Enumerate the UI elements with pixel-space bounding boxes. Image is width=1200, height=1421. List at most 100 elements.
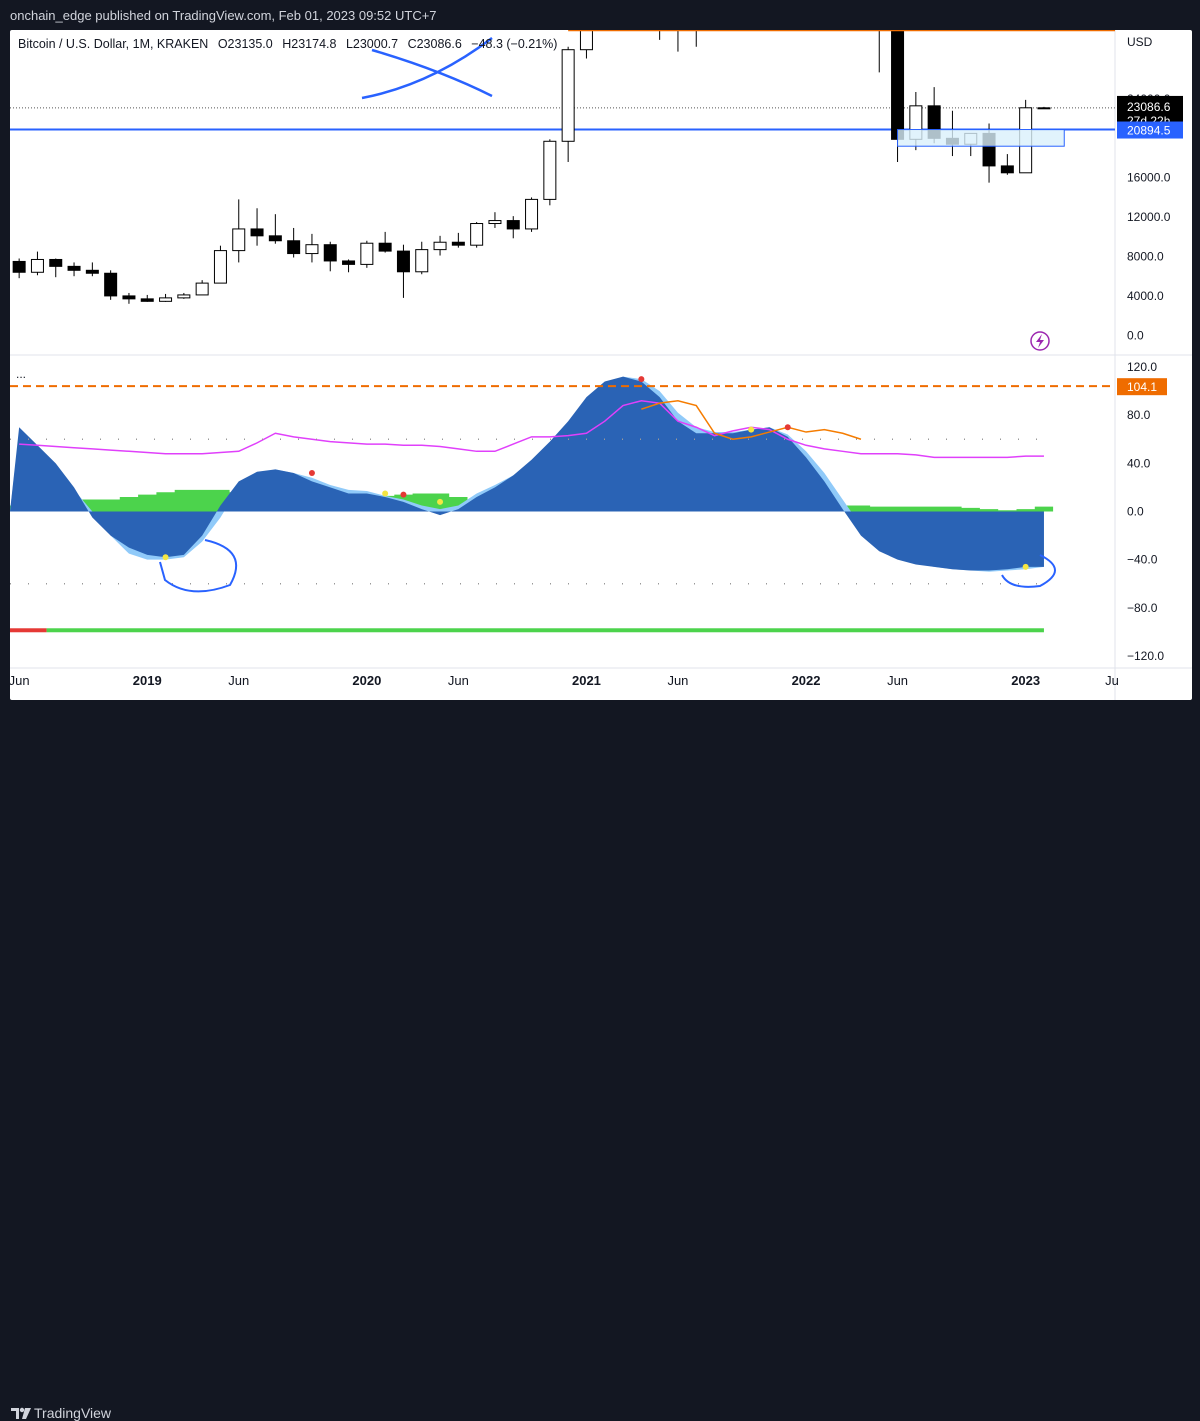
osc-level-label: 104.1 — [1127, 380, 1157, 394]
osc-tick-label: −40.0 — [1127, 553, 1158, 567]
hand-drawn-circle[interactable] — [1001, 554, 1056, 588]
candle-body-down — [1000, 165, 1014, 174]
high-value: H23174.8 — [282, 37, 336, 51]
candle-body-down — [49, 258, 63, 267]
bottom-bar-red — [10, 628, 47, 633]
open-value: O23135.0 — [218, 37, 273, 51]
price-tick-label: 12000.0 — [1127, 210, 1171, 224]
candle-body-down — [891, 30, 905, 140]
candle — [470, 222, 484, 248]
candle-body-down — [396, 250, 410, 273]
candle-body-up — [543, 140, 557, 200]
tradingview-logo-icon — [11, 1407, 31, 1419]
change-value: −48.3 (−0.21%) — [471, 37, 557, 51]
candle-body-up — [470, 223, 484, 246]
candle — [122, 292, 136, 304]
candle — [451, 232, 465, 248]
candle-body-down — [250, 228, 264, 237]
candle — [1037, 106, 1051, 110]
candle-body-down — [342, 260, 356, 265]
candle — [287, 227, 301, 258]
time-tick-label: Jun — [10, 673, 30, 688]
candle-body-down — [287, 240, 301, 255]
time-tick-label: 2021 — [572, 673, 601, 688]
price-tick-label: 16000.0 — [1127, 171, 1171, 185]
time-tick-label: 2022 — [792, 673, 821, 688]
magenta-line — [19, 399, 1044, 459]
price-tick-label: 4000.0 — [1127, 289, 1164, 303]
signal-dot — [400, 491, 407, 498]
signal-dot — [748, 426, 755, 433]
hline-price-label: 20894.5 — [1127, 124, 1171, 138]
osc-tick-label: 0.0 — [1127, 505, 1144, 519]
candle — [360, 240, 374, 268]
candle — [305, 233, 319, 263]
candle — [104, 270, 118, 300]
candle — [579, 30, 593, 59]
time-tick-label: Jun — [448, 673, 469, 688]
candle-body-down — [1037, 107, 1051, 110]
candle-body-down — [268, 235, 282, 242]
candle-body-down — [85, 269, 99, 274]
time-tick-label: Jun — [887, 673, 908, 688]
candle — [342, 259, 356, 273]
symbol-name: Bitcoin / U.S. Dollar, 1M, KRAKEN — [18, 37, 208, 51]
candle-body-down — [12, 260, 26, 273]
time-tick-label: 2023 — [1011, 673, 1040, 688]
low-value: L23000.7 — [346, 37, 398, 51]
candle — [323, 241, 337, 272]
publisher-text: onchain_edge published on TradingView.co… — [10, 8, 437, 23]
signal-dot — [308, 469, 315, 476]
candle — [67, 262, 81, 277]
bottom-bar-green — [46, 628, 1044, 633]
candle-body-up — [579, 30, 593, 51]
candle — [30, 251, 44, 276]
indicator-menu-dots[interactable]: ... — [16, 367, 26, 381]
candle-body-up — [177, 294, 191, 299]
candle-body-up — [305, 244, 319, 255]
oscillator-pane — [10, 376, 1115, 633]
time-tick-label: Ju — [1105, 673, 1119, 688]
rectangle-drawing[interactable] — [897, 129, 1065, 147]
candle-body-down — [378, 242, 392, 252]
axes: 0.04000.08000.012000.016000.024000.02308… — [10, 92, 1183, 688]
candle — [561, 46, 575, 162]
osc-tick-label: −80.0 — [1127, 601, 1158, 615]
chart-panel[interactable]: 0.04000.08000.012000.016000.024000.02308… — [10, 30, 1192, 700]
drawings[interactable] — [159, 30, 1115, 593]
chart-canvas[interactable]: 0.04000.08000.012000.016000.024000.02308… — [10, 30, 1192, 700]
x-mark-drawing[interactable] — [361, 37, 493, 100]
hand-drawn-circle[interactable] — [159, 539, 238, 593]
candle — [695, 30, 697, 47]
candle — [1000, 154, 1014, 175]
osc-tick-label: 80.0 — [1127, 408, 1151, 422]
osc-tick-label: −120.0 — [1127, 649, 1164, 663]
lightning-icon[interactable] — [1030, 331, 1050, 351]
signal-dot — [1022, 563, 1029, 570]
candle-body-up — [159, 297, 173, 302]
signal-dot — [638, 376, 645, 383]
time-tick-label: 2019 — [133, 673, 162, 688]
candle — [195, 280, 209, 296]
hline-price-badge — [1117, 121, 1183, 139]
price-pane — [10, 30, 1115, 304]
candle-body-down — [67, 265, 81, 271]
candle-body-down — [323, 244, 337, 262]
candle — [415, 241, 429, 275]
candle — [49, 258, 63, 278]
time-tick-label: 2020 — [352, 673, 381, 688]
symbol-legend: Bitcoin / U.S. Dollar, 1M, KRAKEN O23135… — [18, 37, 557, 51]
candle — [878, 30, 880, 73]
candle — [140, 294, 154, 302]
candle-body-up — [213, 250, 227, 284]
candle-body-up — [360, 242, 374, 265]
candle — [159, 293, 173, 302]
candle-body-up — [30, 258, 44, 273]
signal-dot — [162, 554, 169, 561]
signal-dot — [382, 490, 389, 497]
candle-body-down — [140, 298, 154, 302]
osc-tick-label: 40.0 — [1127, 456, 1151, 470]
osc-tick-label: 120.0 — [1127, 360, 1157, 374]
candle — [488, 212, 502, 228]
candle — [213, 245, 227, 284]
